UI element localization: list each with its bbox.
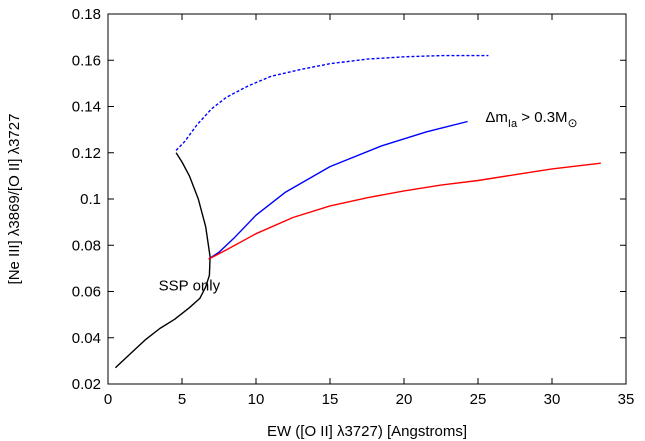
y-tick-label: 0.1 <box>80 191 101 208</box>
y-tick-label: 0.18 <box>72 6 101 23</box>
series-line-4 <box>208 162 601 260</box>
y-tick-label: 0.04 <box>72 330 101 347</box>
series-group <box>114 54 601 369</box>
x-tick-label: 25 <box>470 391 487 408</box>
y-tick-label: 0.14 <box>72 99 101 116</box>
series-line-3 <box>208 120 468 260</box>
axis-ticks: 0 5 10 15 20 25 30 35 0.02 0.04 0.06 0.08 0.1 0.12 0.1… <box>72 6 635 408</box>
x-tick-label: 30 <box>544 391 561 408</box>
x-axis-label: EW ([O II] λ3727) [Angstroms] <box>267 423 467 440</box>
annotation-delta-m-ia: ΔmIa > 0.3M⊙ <box>485 109 577 130</box>
x-tick-label: 20 <box>396 391 413 408</box>
x-tick-label: 15 <box>322 391 339 408</box>
x-tick-label: 10 <box>248 391 265 408</box>
x-tick-label: 0 <box>104 391 112 408</box>
annotation-delta-m: Δm <box>485 109 508 126</box>
annotation-sun-symbol: ⊙ <box>568 116 578 130</box>
plot-frame <box>107 13 627 385</box>
series-line-1 <box>114 152 211 369</box>
x-tick-label: 5 <box>178 391 186 408</box>
x-tick-label: 35 <box>618 391 635 408</box>
y-axis-label: [Ne III] λ3869/[O II] λ3727 <box>6 114 23 285</box>
y-tick-label: 0.06 <box>72 284 101 301</box>
annotation-threshold: > 0.3M <box>517 109 567 126</box>
y-tick-label: 0.02 <box>72 376 101 393</box>
annotation-ssp-only: SSP only <box>159 278 221 295</box>
y-tick-label: 0.12 <box>72 145 101 162</box>
y-tick-label: 0.16 <box>72 52 101 69</box>
y-tick-label: 0.08 <box>72 237 101 254</box>
series-line-2 <box>175 54 489 151</box>
annotation-subscript-ia: Ia <box>508 118 518 130</box>
